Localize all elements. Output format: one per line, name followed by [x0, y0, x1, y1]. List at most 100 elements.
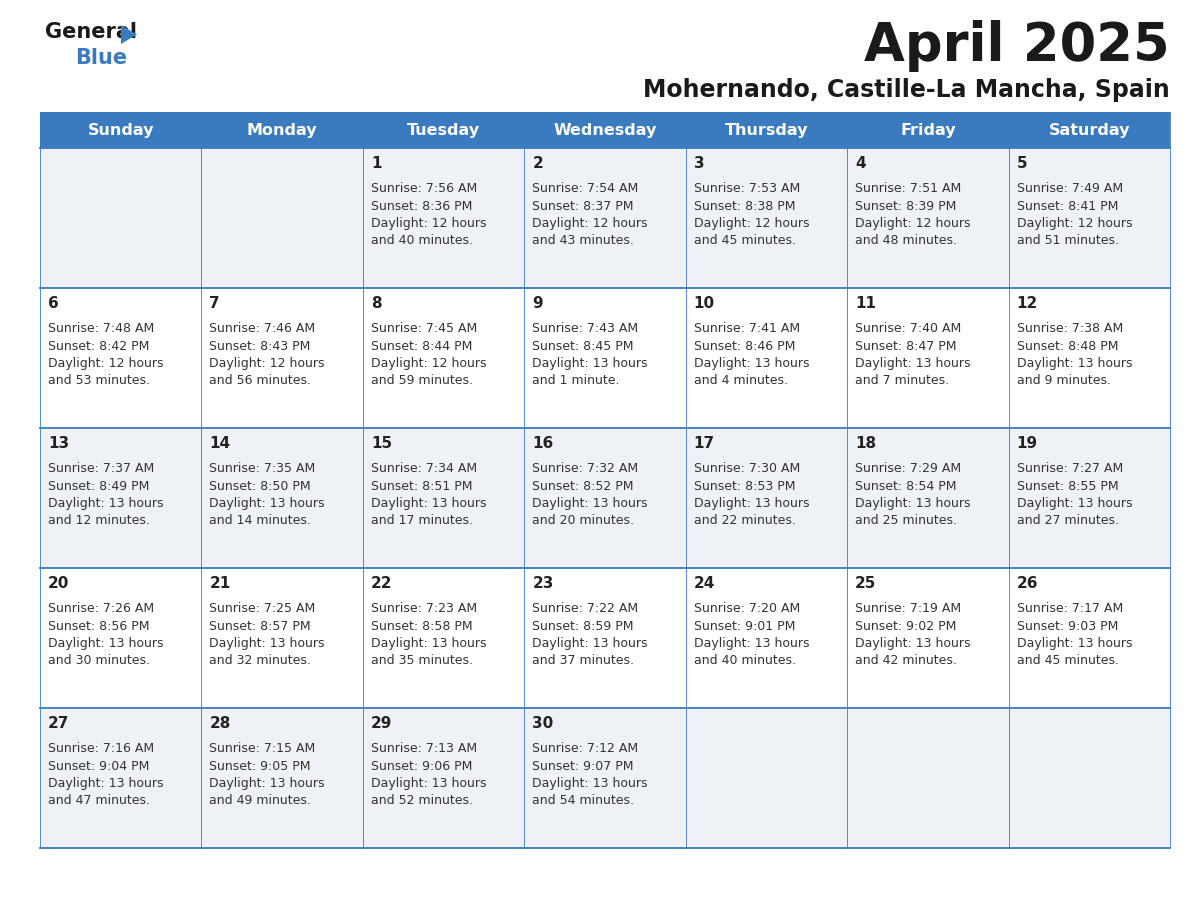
- Text: Daylight: 13 hours: Daylight: 13 hours: [694, 497, 809, 510]
- Text: and 43 minutes.: and 43 minutes.: [532, 234, 634, 248]
- Text: and 35 minutes.: and 35 minutes.: [371, 655, 473, 667]
- Text: Sunrise: 7:17 AM: Sunrise: 7:17 AM: [1017, 602, 1123, 615]
- Text: 30: 30: [532, 716, 554, 731]
- Text: Daylight: 12 hours: Daylight: 12 hours: [1017, 217, 1132, 230]
- Text: Friday: Friday: [901, 122, 955, 138]
- Text: and 40 minutes.: and 40 minutes.: [694, 655, 796, 667]
- Bar: [40, 148, 1170, 288]
- Text: 12: 12: [1017, 296, 1038, 311]
- Text: Daylight: 13 hours: Daylight: 13 hours: [48, 637, 164, 650]
- Text: and 27 minutes.: and 27 minutes.: [1017, 514, 1119, 528]
- Text: Sunset: 8:48 PM: Sunset: 8:48 PM: [1017, 340, 1118, 353]
- Text: and 47 minutes.: and 47 minutes.: [48, 794, 150, 808]
- Text: Daylight: 13 hours: Daylight: 13 hours: [371, 777, 486, 790]
- Text: and 45 minutes.: and 45 minutes.: [1017, 655, 1119, 667]
- Text: Sunrise: 7:37 AM: Sunrise: 7:37 AM: [48, 462, 154, 475]
- Text: and 32 minutes.: and 32 minutes.: [209, 655, 311, 667]
- Text: Daylight: 13 hours: Daylight: 13 hours: [48, 497, 164, 510]
- Text: Sunset: 9:05 PM: Sunset: 9:05 PM: [209, 759, 311, 773]
- Text: Daylight: 12 hours: Daylight: 12 hours: [209, 357, 326, 370]
- Text: Daylight: 13 hours: Daylight: 13 hours: [855, 357, 971, 370]
- Text: Sunrise: 7:15 AM: Sunrise: 7:15 AM: [209, 742, 316, 755]
- Text: Sunrise: 7:51 AM: Sunrise: 7:51 AM: [855, 182, 961, 195]
- Text: and 40 minutes.: and 40 minutes.: [371, 234, 473, 248]
- Text: 16: 16: [532, 436, 554, 451]
- Text: 13: 13: [48, 436, 69, 451]
- Text: and 30 minutes.: and 30 minutes.: [48, 655, 150, 667]
- Text: Blue: Blue: [75, 48, 127, 68]
- Text: Sunrise: 7:53 AM: Sunrise: 7:53 AM: [694, 182, 800, 195]
- Text: Daylight: 12 hours: Daylight: 12 hours: [532, 217, 647, 230]
- Text: Daylight: 13 hours: Daylight: 13 hours: [532, 777, 647, 790]
- Text: Tuesday: Tuesday: [407, 122, 480, 138]
- Text: Sunrise: 7:49 AM: Sunrise: 7:49 AM: [1017, 182, 1123, 195]
- Text: and 59 minutes.: and 59 minutes.: [371, 375, 473, 387]
- Text: Daylight: 12 hours: Daylight: 12 hours: [48, 357, 164, 370]
- Text: and 52 minutes.: and 52 minutes.: [371, 794, 473, 808]
- Bar: [40, 708, 1170, 848]
- Text: Sunrise: 7:29 AM: Sunrise: 7:29 AM: [855, 462, 961, 475]
- Text: Sunset: 8:47 PM: Sunset: 8:47 PM: [855, 340, 956, 353]
- Text: Daylight: 13 hours: Daylight: 13 hours: [694, 357, 809, 370]
- Text: and 7 minutes.: and 7 minutes.: [855, 375, 949, 387]
- Text: and 49 minutes.: and 49 minutes.: [209, 794, 311, 808]
- Text: 1: 1: [371, 156, 381, 171]
- Text: and 25 minutes.: and 25 minutes.: [855, 514, 958, 528]
- Text: and 54 minutes.: and 54 minutes.: [532, 794, 634, 808]
- Text: Daylight: 12 hours: Daylight: 12 hours: [855, 217, 971, 230]
- Text: 3: 3: [694, 156, 704, 171]
- Text: Daylight: 13 hours: Daylight: 13 hours: [694, 637, 809, 650]
- Text: Daylight: 12 hours: Daylight: 12 hours: [371, 357, 486, 370]
- Text: Sunset: 8:51 PM: Sunset: 8:51 PM: [371, 479, 473, 492]
- Text: Daylight: 12 hours: Daylight: 12 hours: [371, 217, 486, 230]
- Text: Sunset: 8:52 PM: Sunset: 8:52 PM: [532, 479, 633, 492]
- Text: Sunset: 8:56 PM: Sunset: 8:56 PM: [48, 620, 150, 633]
- Text: Daylight: 13 hours: Daylight: 13 hours: [532, 497, 647, 510]
- Text: and 12 minutes.: and 12 minutes.: [48, 514, 150, 528]
- Text: Sunset: 8:43 PM: Sunset: 8:43 PM: [209, 340, 311, 353]
- Text: 6: 6: [48, 296, 58, 311]
- Text: Daylight: 13 hours: Daylight: 13 hours: [48, 777, 164, 790]
- Text: 2: 2: [532, 156, 543, 171]
- Text: 11: 11: [855, 296, 876, 311]
- Text: Daylight: 13 hours: Daylight: 13 hours: [532, 357, 647, 370]
- Text: Sunset: 8:36 PM: Sunset: 8:36 PM: [371, 199, 473, 212]
- Text: Daylight: 13 hours: Daylight: 13 hours: [1017, 357, 1132, 370]
- Text: Sunset: 9:03 PM: Sunset: 9:03 PM: [1017, 620, 1118, 633]
- Text: and 9 minutes.: and 9 minutes.: [1017, 375, 1111, 387]
- Text: 14: 14: [209, 436, 230, 451]
- Text: 26: 26: [1017, 576, 1038, 591]
- Text: 5: 5: [1017, 156, 1028, 171]
- Text: and 4 minutes.: and 4 minutes.: [694, 375, 788, 387]
- Text: and 22 minutes.: and 22 minutes.: [694, 514, 796, 528]
- Text: Daylight: 13 hours: Daylight: 13 hours: [209, 637, 326, 650]
- Text: and 1 minute.: and 1 minute.: [532, 375, 620, 387]
- Text: Sunrise: 7:13 AM: Sunrise: 7:13 AM: [371, 742, 478, 755]
- Text: and 37 minutes.: and 37 minutes.: [532, 655, 634, 667]
- Text: 28: 28: [209, 716, 230, 731]
- Text: Sunset: 8:50 PM: Sunset: 8:50 PM: [209, 479, 311, 492]
- Text: 20: 20: [48, 576, 69, 591]
- Text: Sunset: 9:04 PM: Sunset: 9:04 PM: [48, 759, 150, 773]
- Text: and 14 minutes.: and 14 minutes.: [209, 514, 311, 528]
- Text: Wednesday: Wednesday: [554, 122, 657, 138]
- Text: Saturday: Saturday: [1049, 122, 1130, 138]
- Text: 25: 25: [855, 576, 877, 591]
- Text: 27: 27: [48, 716, 69, 731]
- Bar: [40, 288, 1170, 428]
- Text: Sunset: 8:41 PM: Sunset: 8:41 PM: [1017, 199, 1118, 212]
- Text: Sunset: 8:45 PM: Sunset: 8:45 PM: [532, 340, 633, 353]
- Polygon shape: [121, 25, 137, 44]
- Text: Sunrise: 7:46 AM: Sunrise: 7:46 AM: [209, 322, 316, 335]
- Text: 8: 8: [371, 296, 381, 311]
- Text: 17: 17: [694, 436, 715, 451]
- Bar: [40, 428, 1170, 568]
- Text: and 17 minutes.: and 17 minutes.: [371, 514, 473, 528]
- Text: 4: 4: [855, 156, 866, 171]
- Text: 24: 24: [694, 576, 715, 591]
- Text: Sunrise: 7:40 AM: Sunrise: 7:40 AM: [855, 322, 961, 335]
- Text: 18: 18: [855, 436, 877, 451]
- Text: 7: 7: [209, 296, 220, 311]
- Text: Sunrise: 7:19 AM: Sunrise: 7:19 AM: [855, 602, 961, 615]
- Text: Sunset: 9:06 PM: Sunset: 9:06 PM: [371, 759, 473, 773]
